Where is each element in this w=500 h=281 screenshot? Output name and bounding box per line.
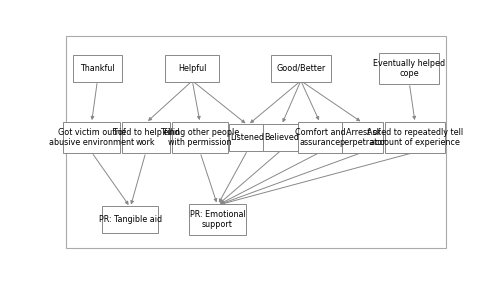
Text: PR: Tangible aid: PR: Tangible aid (99, 215, 162, 224)
FancyBboxPatch shape (263, 124, 300, 151)
Text: Tried to help find
work: Tried to help find work (112, 128, 180, 147)
Text: Listened: Listened (230, 133, 264, 142)
Text: Got victim out of
abusive environment: Got victim out of abusive environment (49, 128, 134, 147)
Text: Asked to repeatedly tell
account of experience: Asked to repeatedly tell account of expe… (367, 128, 463, 147)
FancyBboxPatch shape (190, 204, 246, 235)
Text: Arrest of
perpetrator: Arrest of perpetrator (340, 128, 386, 147)
Text: PR: Emotional
support: PR: Emotional support (190, 210, 246, 230)
FancyBboxPatch shape (73, 55, 122, 82)
FancyBboxPatch shape (380, 53, 440, 84)
Text: Helpful: Helpful (178, 64, 206, 73)
Text: Believed: Believed (264, 133, 299, 142)
FancyBboxPatch shape (230, 124, 266, 151)
Text: Comfort and
assurance: Comfort and assurance (295, 128, 346, 147)
Text: Thankful: Thankful (80, 64, 114, 73)
FancyBboxPatch shape (342, 122, 383, 153)
Text: Eventually helped
cope: Eventually helped cope (373, 59, 446, 78)
FancyBboxPatch shape (385, 122, 445, 153)
FancyBboxPatch shape (102, 206, 158, 233)
Text: Good/Better: Good/Better (276, 64, 326, 73)
FancyBboxPatch shape (165, 55, 220, 82)
FancyBboxPatch shape (298, 122, 343, 153)
FancyBboxPatch shape (122, 122, 170, 153)
FancyBboxPatch shape (172, 122, 228, 153)
Text: Telling other people
with permission: Telling other people with permission (160, 128, 240, 147)
FancyBboxPatch shape (271, 55, 331, 82)
FancyBboxPatch shape (64, 122, 120, 153)
